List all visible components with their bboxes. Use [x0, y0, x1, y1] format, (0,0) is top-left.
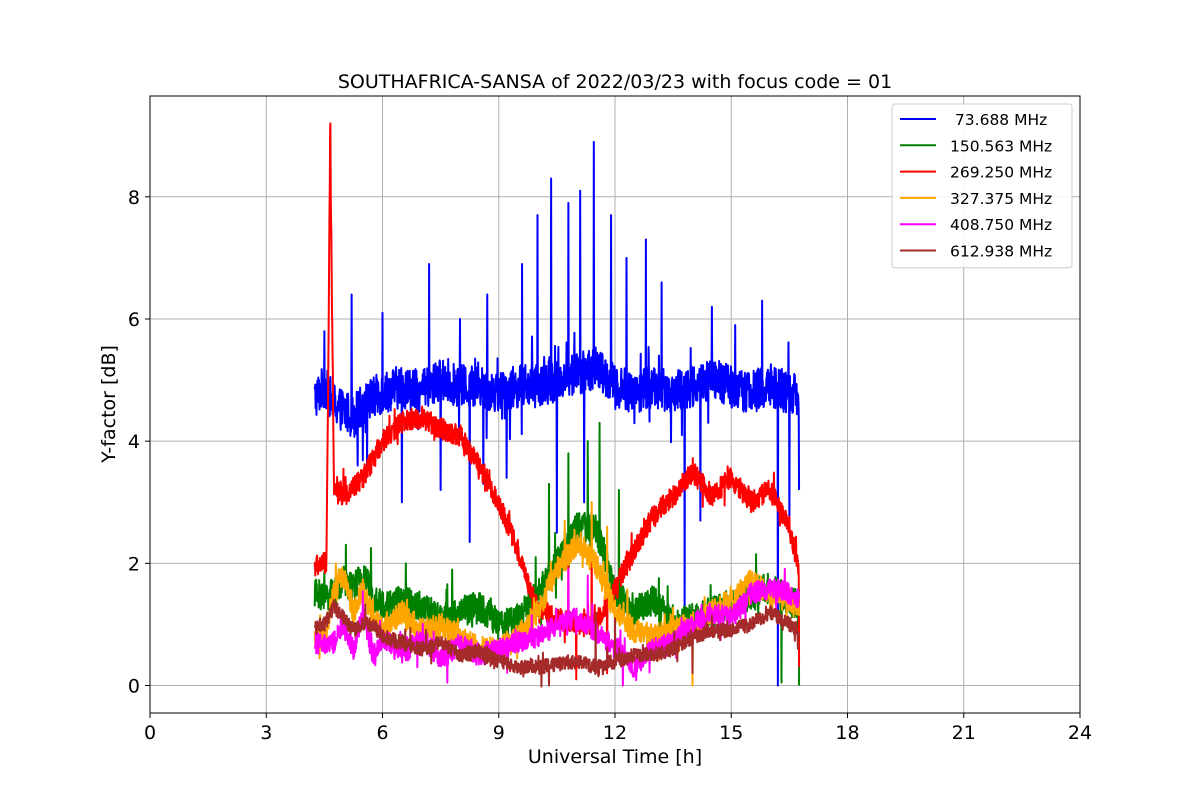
legend: 73.688 MHz 150.563 MHz 269.250 MHz 327.375 …	[891, 103, 1073, 269]
y-tick-label: 4	[128, 431, 140, 453]
x-tick-label: 9	[493, 722, 505, 744]
y-tick-label: 6	[128, 309, 140, 331]
y-axis-label: Y-factor [dB]	[98, 345, 120, 464]
x-tick-label: 18	[835, 722, 859, 744]
series-line	[313, 140, 801, 687]
y-tick-label: 0	[128, 676, 140, 698]
chart-title: SOUTHAFRICA-SANSA of 2022/03/23 with foc…	[338, 71, 892, 93]
legend-entry: 73.688 MHz	[950, 111, 1047, 129]
y-tick-label: 2	[128, 553, 140, 575]
x-axis-ticks: 0 3 6 9 12 15 18 21 24	[144, 713, 1092, 744]
y-axis-ticks: 0 2 4 6 8	[128, 187, 150, 698]
x-axis-label: Universal Time [h]	[528, 746, 702, 768]
x-tick-label: 21	[952, 722, 976, 744]
x-tick-label: 15	[719, 722, 743, 744]
series-layer	[313, 122, 801, 688]
x-tick-label: 24	[1068, 722, 1092, 744]
series-line	[313, 598, 801, 688]
legend-box	[891, 103, 1073, 269]
legend-entry: 269.250 MHz	[950, 164, 1052, 182]
x-tick-label: 6	[376, 722, 388, 744]
y-tick-label: 8	[128, 187, 140, 209]
legend-entry: 408.750 MHz	[950, 216, 1052, 234]
legend-entry: 612.938 MHz	[950, 243, 1052, 261]
x-tick-label: 0	[144, 722, 156, 744]
x-tick-label: 3	[260, 722, 272, 744]
x-tick-label: 12	[603, 722, 627, 744]
legend-entry: 327.375 MHz	[950, 190, 1052, 208]
legend-entry: 150.563 MHz	[950, 137, 1052, 155]
series-line	[313, 567, 801, 687]
